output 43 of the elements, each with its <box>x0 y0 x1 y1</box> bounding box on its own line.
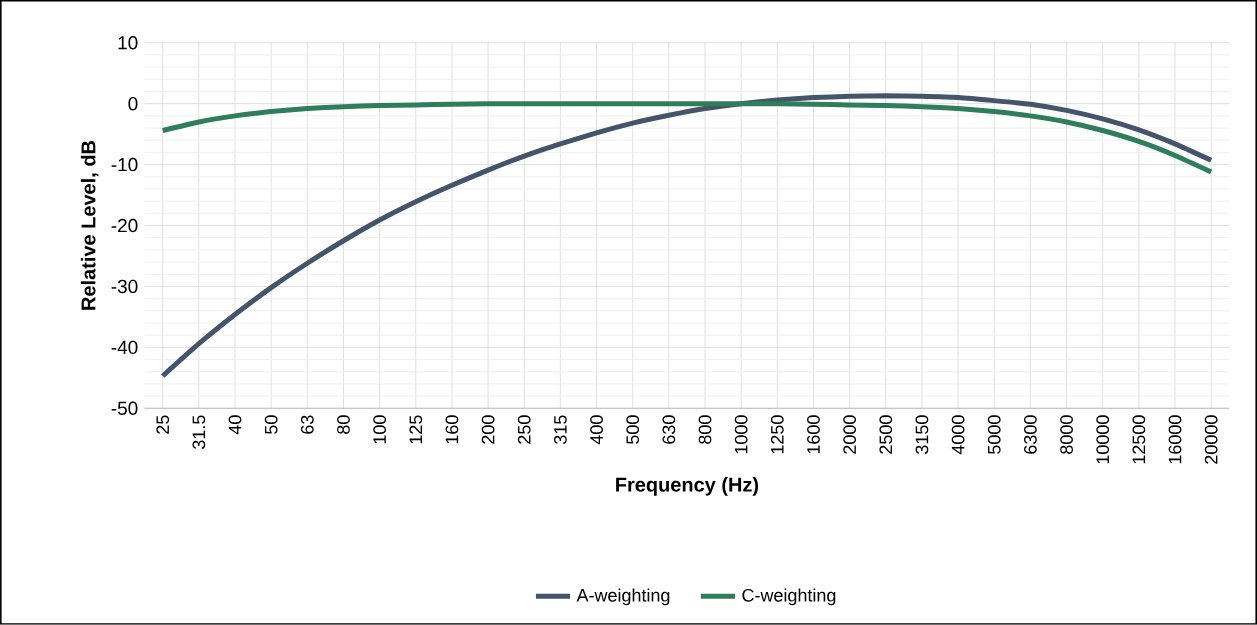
y-tick-label: 0 <box>128 97 138 111</box>
y-tick-label: -30 <box>111 279 138 294</box>
x-tick-label: 3150 <box>915 415 929 455</box>
x-tick-label: 630 <box>662 415 676 444</box>
x-tick-label: 400 <box>590 415 603 445</box>
x-tick-label: 4000 <box>951 415 965 455</box>
y-tick-label: -50 <box>111 401 138 416</box>
x-tick-label: 80 <box>337 415 350 434</box>
x-tick-label: 160 <box>445 415 459 444</box>
line-series <box>160 101 1214 175</box>
x-tick-label: 2000 <box>843 415 856 454</box>
y-tick-label: -40 <box>111 340 138 355</box>
x-tick-label: 50 <box>264 415 278 435</box>
legend-label: A-weighting <box>576 588 670 606</box>
x-tick-label: 315 <box>554 415 567 445</box>
x-tick-label: 10000 <box>1096 415 1110 464</box>
y-axis-title: Relative Level, dB <box>80 141 99 310</box>
x-tick-label: 500 <box>626 415 640 445</box>
x-tick-label: 6300 <box>1024 415 1037 454</box>
y-tick-label: -10 <box>111 157 138 172</box>
x-tick-label: 12500 <box>1132 415 1146 464</box>
x-tick-label: 100 <box>373 415 386 444</box>
x-tick-label: 8000 <box>1060 415 1073 454</box>
x-tick-label: 800 <box>698 415 712 444</box>
x-tick-label: 5000 <box>987 415 1001 455</box>
x-tick-label: 125 <box>409 415 423 444</box>
x-axis-title: Frequency (Hz) <box>616 477 759 496</box>
x-tick-label: 1250 <box>770 415 784 454</box>
legend-label: C-weighting <box>742 588 836 606</box>
y-tick-label: -20 <box>111 218 138 233</box>
x-tick-label: 250 <box>517 415 531 444</box>
x-tick-label: 40 <box>228 415 242 435</box>
x-tick-label: 63 <box>300 415 314 434</box>
x-tick-label: 20000 <box>1204 415 1218 464</box>
x-tick-label: 16000 <box>1168 415 1182 464</box>
x-tick-label: 200 <box>481 415 495 444</box>
x-tick-label: 31.5 <box>192 415 206 450</box>
line-series <box>160 93 1214 379</box>
x-tick-label: 2500 <box>879 415 893 454</box>
x-tick-label: 25 <box>156 415 170 434</box>
x-tick-label: 1000 <box>734 415 748 454</box>
x-tick-label: 1600 <box>807 415 820 454</box>
y-tick-label: 10 <box>118 36 138 50</box>
